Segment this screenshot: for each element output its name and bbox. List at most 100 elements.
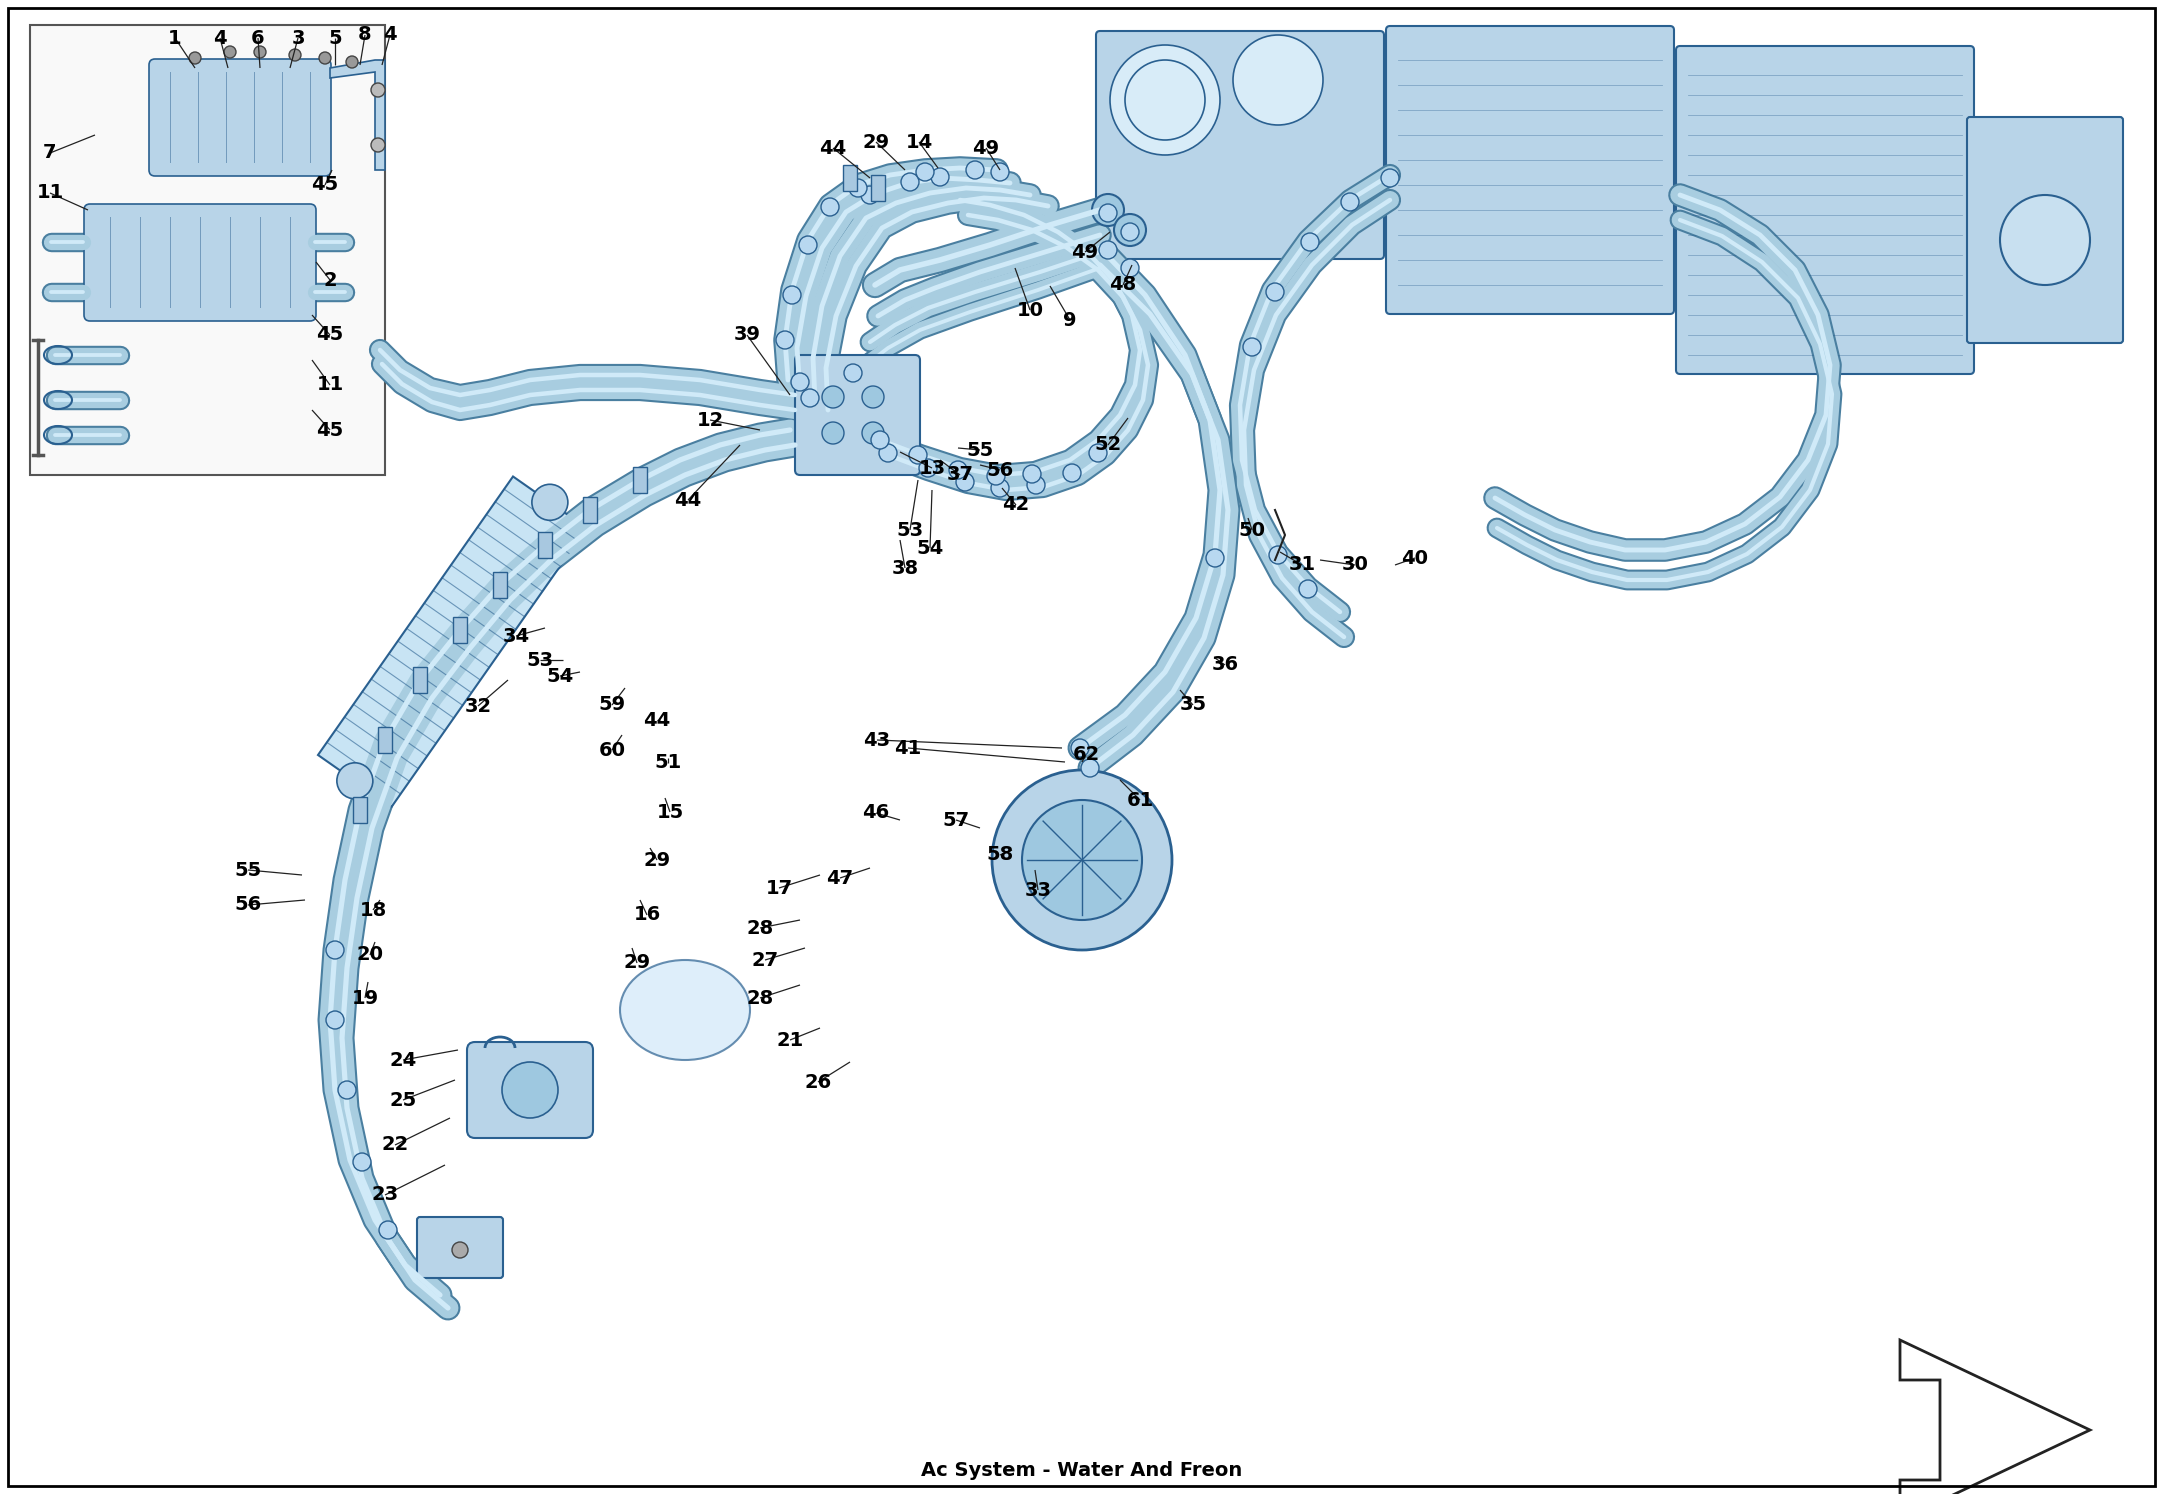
Circle shape <box>327 1011 344 1029</box>
Text: 62: 62 <box>1073 746 1099 765</box>
Circle shape <box>993 769 1172 950</box>
Bar <box>493 572 506 598</box>
Text: 45: 45 <box>316 420 344 439</box>
Circle shape <box>2001 196 2089 285</box>
Circle shape <box>798 236 818 254</box>
Circle shape <box>950 462 967 480</box>
FancyBboxPatch shape <box>1966 117 2124 344</box>
Circle shape <box>822 199 839 217</box>
Text: 57: 57 <box>943 811 969 829</box>
Circle shape <box>372 137 385 152</box>
Text: 22: 22 <box>381 1135 409 1155</box>
Circle shape <box>1110 45 1220 155</box>
Text: 52: 52 <box>1094 435 1123 454</box>
Bar <box>30 25 385 475</box>
Text: 2: 2 <box>322 270 337 290</box>
Text: 5: 5 <box>329 28 342 48</box>
Circle shape <box>1071 740 1088 757</box>
Text: 6: 6 <box>251 28 264 48</box>
Circle shape <box>1300 580 1317 598</box>
Circle shape <box>863 421 885 444</box>
Circle shape <box>800 388 820 406</box>
Circle shape <box>353 1153 372 1171</box>
Bar <box>539 532 552 557</box>
Text: 55: 55 <box>234 861 262 880</box>
Text: 30: 30 <box>1341 556 1369 575</box>
Text: 50: 50 <box>1239 520 1265 539</box>
Text: 41: 41 <box>893 738 921 757</box>
Text: 18: 18 <box>359 901 387 919</box>
Text: 40: 40 <box>1402 548 1428 568</box>
Circle shape <box>1099 205 1116 223</box>
Circle shape <box>1300 233 1319 251</box>
Circle shape <box>902 173 919 191</box>
Circle shape <box>337 763 372 799</box>
Circle shape <box>919 459 937 477</box>
Circle shape <box>1270 545 1287 565</box>
Text: 53: 53 <box>526 650 554 669</box>
Text: 59: 59 <box>599 696 625 714</box>
Circle shape <box>783 285 800 303</box>
FancyBboxPatch shape <box>796 356 919 475</box>
Text: Ac System - Water And Freon: Ac System - Water And Freon <box>921 1461 1242 1479</box>
Text: 39: 39 <box>733 326 761 345</box>
Text: 28: 28 <box>746 919 774 938</box>
Text: 55: 55 <box>967 441 993 460</box>
Circle shape <box>1023 465 1040 483</box>
Circle shape <box>1062 465 1082 483</box>
Text: 24: 24 <box>389 1050 417 1070</box>
Text: 32: 32 <box>465 696 491 716</box>
Circle shape <box>290 49 301 61</box>
Text: 28: 28 <box>746 989 774 1007</box>
Text: 4: 4 <box>383 25 396 45</box>
Circle shape <box>1021 799 1142 920</box>
Circle shape <box>930 167 950 185</box>
Text: 31: 31 <box>1289 556 1315 575</box>
Text: 54: 54 <box>917 538 943 557</box>
Circle shape <box>967 161 984 179</box>
Bar <box>379 728 392 753</box>
Text: 56: 56 <box>986 460 1014 480</box>
Text: 17: 17 <box>766 878 792 898</box>
Circle shape <box>844 365 863 382</box>
Circle shape <box>822 421 844 444</box>
FancyBboxPatch shape <box>149 58 331 176</box>
Circle shape <box>253 46 266 58</box>
Circle shape <box>792 374 809 391</box>
Text: 15: 15 <box>655 802 684 822</box>
Text: 45: 45 <box>311 175 340 194</box>
Text: 44: 44 <box>642 711 671 729</box>
Circle shape <box>861 185 878 205</box>
Text: 21: 21 <box>777 1031 805 1049</box>
Text: 48: 48 <box>1110 275 1136 294</box>
Circle shape <box>1082 759 1099 777</box>
Text: 58: 58 <box>986 846 1014 865</box>
Text: 3: 3 <box>292 28 305 48</box>
Circle shape <box>956 474 973 492</box>
Circle shape <box>915 163 934 181</box>
Bar <box>844 164 857 191</box>
Circle shape <box>908 447 928 465</box>
Text: 42: 42 <box>1001 496 1030 514</box>
FancyBboxPatch shape <box>1097 31 1384 258</box>
Circle shape <box>872 430 889 450</box>
Text: 26: 26 <box>805 1073 831 1092</box>
Text: 19: 19 <box>350 989 379 1007</box>
Circle shape <box>337 1082 357 1100</box>
Circle shape <box>327 941 344 959</box>
Circle shape <box>1092 194 1125 226</box>
Text: 54: 54 <box>547 666 573 686</box>
Text: 13: 13 <box>919 459 945 478</box>
Polygon shape <box>331 60 385 170</box>
Circle shape <box>850 179 867 197</box>
Circle shape <box>318 52 331 64</box>
Circle shape <box>532 484 569 520</box>
Circle shape <box>991 480 1008 498</box>
Circle shape <box>1027 477 1045 495</box>
Circle shape <box>1233 34 1324 125</box>
Text: 37: 37 <box>947 466 973 484</box>
Circle shape <box>1244 338 1261 356</box>
Text: 44: 44 <box>820 139 846 157</box>
FancyBboxPatch shape <box>84 205 316 321</box>
Text: 11: 11 <box>37 184 63 203</box>
